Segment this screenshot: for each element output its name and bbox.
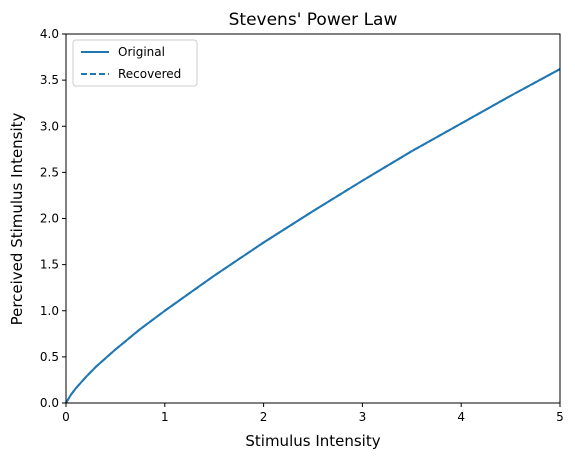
y-tick-label: 3.0: [40, 119, 59, 133]
y-tick-label: 1.0: [40, 304, 59, 318]
y-tick-label: 0.5: [40, 350, 59, 364]
y-tick-label: 2.5: [40, 165, 59, 179]
x-tick-label: 3: [359, 410, 367, 424]
x-tick-label: 5: [556, 410, 564, 424]
series-line-original: [65, 68, 561, 404]
plot-area: 0 1 2 3 4 5 0.0 0.5 1.0 1.5 2.0 2.5 3.0 3.5 4.0 Origina…: [40, 27, 564, 424]
x-axis-label: Stimulus Intensity: [245, 432, 380, 450]
chart-title: Stevens' Power Law: [229, 10, 398, 30]
legend-label-original: Original: [118, 45, 165, 59]
y-tick-label: 3.5: [40, 73, 59, 87]
legend: Original Recovered: [72, 39, 198, 87]
x-tick-label: 4: [457, 410, 465, 424]
y-tick-label: 4.0: [40, 27, 59, 41]
y-tick-label: 0.0: [40, 396, 59, 410]
axes-frame: [65, 33, 561, 404]
x-tick-label: 1: [161, 410, 169, 424]
series-line-recovered: [65, 68, 561, 404]
y-tick-label: 1.5: [40, 258, 59, 272]
x-tick-label: 2: [260, 410, 268, 424]
x-tick-label: 0: [62, 410, 70, 424]
y-axis-label: Perceived Stimulus Intensity: [8, 112, 26, 325]
legend-label-recovered: Recovered: [118, 67, 181, 81]
y-tick-label: 2.0: [40, 212, 59, 226]
